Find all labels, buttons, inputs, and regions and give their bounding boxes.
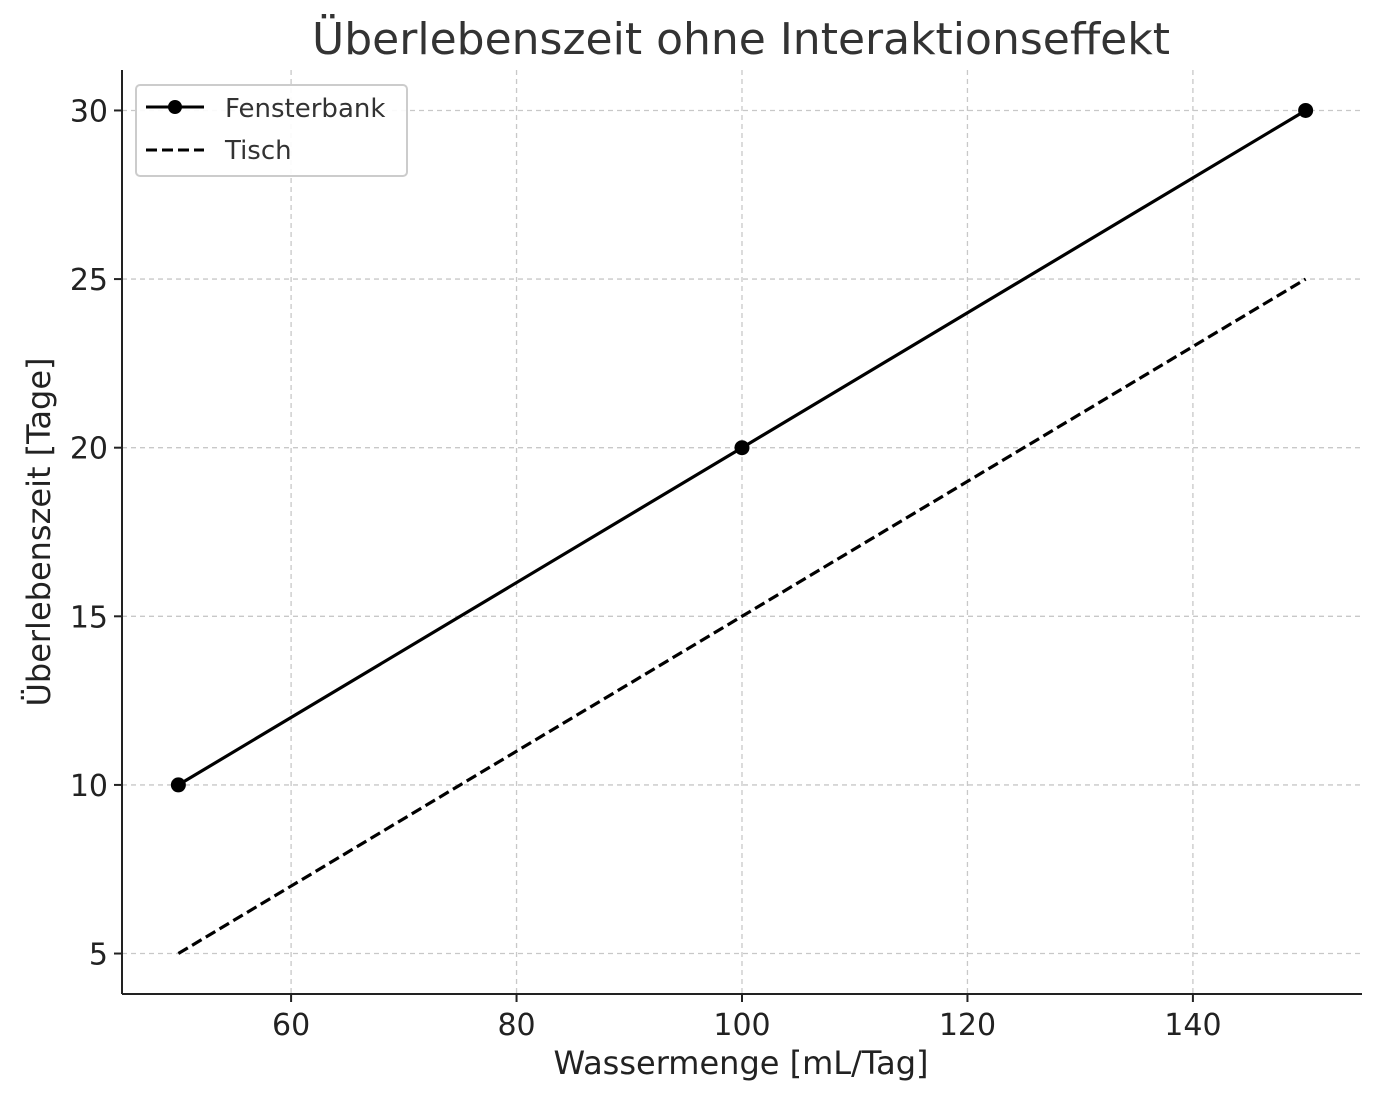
y-tick-label: 5 [89, 938, 108, 973]
y-tick-label: 25 [70, 263, 108, 298]
y-tick-label: 30 [70, 94, 108, 129]
series-line-tisch [177, 277, 1307, 955]
y-tick-label: 10 [70, 769, 108, 804]
y-axis-label: Überlebenszeit [Tage] [20, 357, 58, 706]
x-ticks: 60 80 100 120 140 [272, 994, 1222, 1043]
legend: Fensterbank Tisch [135, 84, 408, 177]
grid [122, 70, 1362, 994]
y-tick-label: 15 [70, 600, 108, 635]
x-tick-label: 60 [272, 1008, 310, 1043]
legend-label-fensterbank: Fensterbank [225, 94, 385, 124]
x-tick-label: 80 [497, 1008, 535, 1043]
data-point-fensterbank [734, 440, 750, 456]
legend-label-tisch: Tisch [224, 136, 292, 166]
data-point-fensterbank [1298, 102, 1314, 118]
x-tick-label: 120 [939, 1008, 996, 1043]
x-tick-label: 140 [1164, 1008, 1221, 1043]
series [170, 102, 1314, 955]
chart-title: Überlebenszeit ohne Interaktionseffekt [312, 13, 1170, 65]
data-point-fensterbank [170, 777, 186, 793]
legend-marker-fensterbank [168, 100, 182, 114]
y-tick-label: 20 [70, 432, 108, 467]
x-tick-label: 100 [713, 1008, 770, 1043]
y-ticks: 5 10 15 20 25 30 [70, 94, 122, 973]
x-axis-label: Wassermenge [mL/Tag] [553, 1044, 928, 1082]
